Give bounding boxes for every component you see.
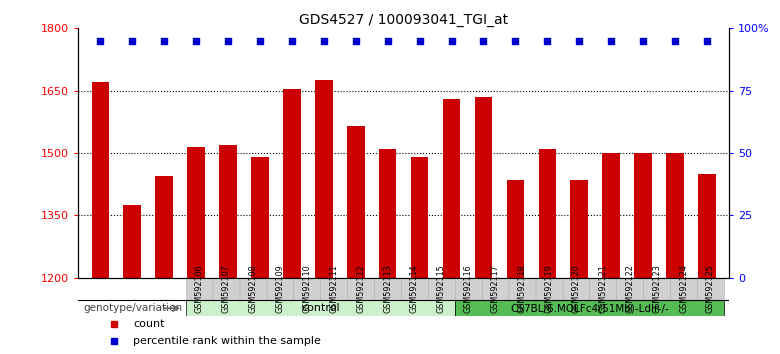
- Point: [317, 38, 330, 44]
- Bar: [602, 153, 620, 278]
- Text: GSM592120: GSM592120: [572, 264, 580, 313]
- Point: [413, 38, 426, 44]
- Bar: [155, 176, 173, 278]
- Point: [190, 38, 202, 44]
- Bar: [374, 278, 401, 300]
- Bar: [698, 174, 716, 278]
- Point: [254, 38, 266, 44]
- Text: genotype/variation: genotype/variation: [83, 303, 183, 313]
- Point: [573, 38, 586, 44]
- Bar: [186, 300, 455, 316]
- Point: [126, 38, 139, 44]
- Text: control: control: [301, 303, 339, 313]
- Point: [477, 38, 490, 44]
- Bar: [187, 147, 205, 278]
- Point: [541, 38, 554, 44]
- Point: [636, 38, 649, 44]
- Text: GSM592115: GSM592115: [437, 264, 446, 313]
- Bar: [347, 278, 374, 300]
- Bar: [570, 180, 588, 278]
- Bar: [411, 157, 428, 278]
- Bar: [321, 278, 347, 300]
- Bar: [401, 278, 427, 300]
- Text: GSM592110: GSM592110: [303, 264, 311, 313]
- Point: [668, 38, 681, 44]
- Bar: [538, 149, 556, 278]
- Bar: [293, 278, 320, 300]
- Bar: [509, 278, 535, 300]
- Point: [381, 38, 394, 44]
- Point: [605, 38, 618, 44]
- Text: GSM592125: GSM592125: [706, 264, 715, 313]
- Point: [285, 38, 298, 44]
- Text: GSM592124: GSM592124: [679, 264, 688, 313]
- Bar: [670, 278, 697, 300]
- Text: GSM592116: GSM592116: [464, 264, 473, 313]
- Bar: [186, 278, 212, 300]
- Text: GSM592118: GSM592118: [518, 264, 527, 313]
- Text: GSM592122: GSM592122: [626, 264, 634, 313]
- Bar: [239, 278, 266, 300]
- Text: GSM592114: GSM592114: [410, 264, 419, 313]
- Text: GSM592119: GSM592119: [544, 264, 554, 313]
- Bar: [428, 278, 455, 300]
- Bar: [634, 153, 652, 278]
- Bar: [251, 157, 269, 278]
- Text: GSM592123: GSM592123: [652, 264, 661, 313]
- Bar: [482, 278, 509, 300]
- Bar: [283, 88, 300, 278]
- Title: GDS4527 / 100093041_TGI_at: GDS4527 / 100093041_TGI_at: [299, 13, 509, 27]
- Bar: [697, 278, 724, 300]
- Point: [222, 38, 234, 44]
- Text: percentile rank within the sample: percentile rank within the sample: [133, 336, 321, 346]
- Bar: [536, 278, 562, 300]
- Point: [94, 38, 107, 44]
- Text: GSM592109: GSM592109: [275, 264, 285, 313]
- Bar: [347, 126, 364, 278]
- Bar: [213, 278, 239, 300]
- Bar: [562, 278, 589, 300]
- Text: GSM592121: GSM592121: [598, 264, 608, 313]
- Bar: [644, 278, 670, 300]
- Bar: [91, 82, 109, 278]
- Text: C57BL/6.MOLFc4(51Mb)-Ldlr-/-: C57BL/6.MOLFc4(51Mb)-Ldlr-/-: [510, 303, 668, 313]
- Bar: [507, 180, 524, 278]
- Bar: [455, 300, 724, 316]
- Point: [158, 38, 171, 44]
- Text: GSM592117: GSM592117: [491, 264, 500, 313]
- Text: GSM592111: GSM592111: [329, 264, 339, 313]
- Point: [509, 38, 522, 44]
- Point: [445, 38, 458, 44]
- Bar: [219, 145, 237, 278]
- Text: GSM592113: GSM592113: [383, 264, 392, 313]
- Text: GSM592106: GSM592106: [194, 264, 204, 313]
- Bar: [443, 99, 460, 278]
- Point: [349, 38, 362, 44]
- Bar: [616, 278, 643, 300]
- Bar: [666, 153, 684, 278]
- Point: [700, 38, 713, 44]
- Text: GSM592112: GSM592112: [356, 264, 365, 313]
- Bar: [455, 278, 481, 300]
- Bar: [379, 149, 396, 278]
- Text: GSM592108: GSM592108: [249, 264, 257, 313]
- Bar: [590, 278, 616, 300]
- Bar: [315, 80, 332, 278]
- Bar: [123, 205, 141, 278]
- Bar: [267, 278, 293, 300]
- Bar: [475, 97, 492, 278]
- Text: GSM592107: GSM592107: [222, 264, 231, 313]
- Text: count: count: [133, 319, 165, 329]
